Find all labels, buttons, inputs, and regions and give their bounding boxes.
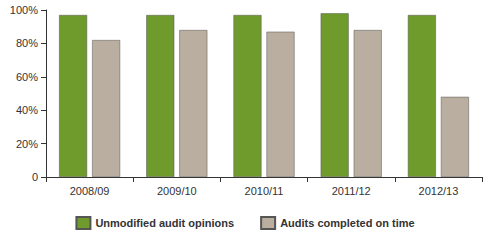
svg-text:100%: 100% bbox=[10, 4, 38, 16]
svg-text:2009/10: 2009/10 bbox=[157, 185, 197, 197]
svg-text:80%: 80% bbox=[16, 37, 38, 49]
svg-text:2011/12: 2011/12 bbox=[332, 185, 371, 197]
svg-text:Audits completed on time: Audits completed on time bbox=[280, 217, 414, 229]
svg-text:2010/11: 2010/11 bbox=[245, 185, 284, 197]
svg-text:20%: 20% bbox=[16, 138, 38, 150]
svg-text:40%: 40% bbox=[16, 104, 38, 116]
svg-text:2008/09: 2008/09 bbox=[70, 185, 110, 197]
svg-text:0: 0 bbox=[32, 171, 38, 183]
svg-text:2012/13: 2012/13 bbox=[419, 185, 459, 197]
svg-text:Unmodified audit opinions: Unmodified audit opinions bbox=[95, 217, 234, 229]
svg-text:60%: 60% bbox=[16, 71, 38, 83]
